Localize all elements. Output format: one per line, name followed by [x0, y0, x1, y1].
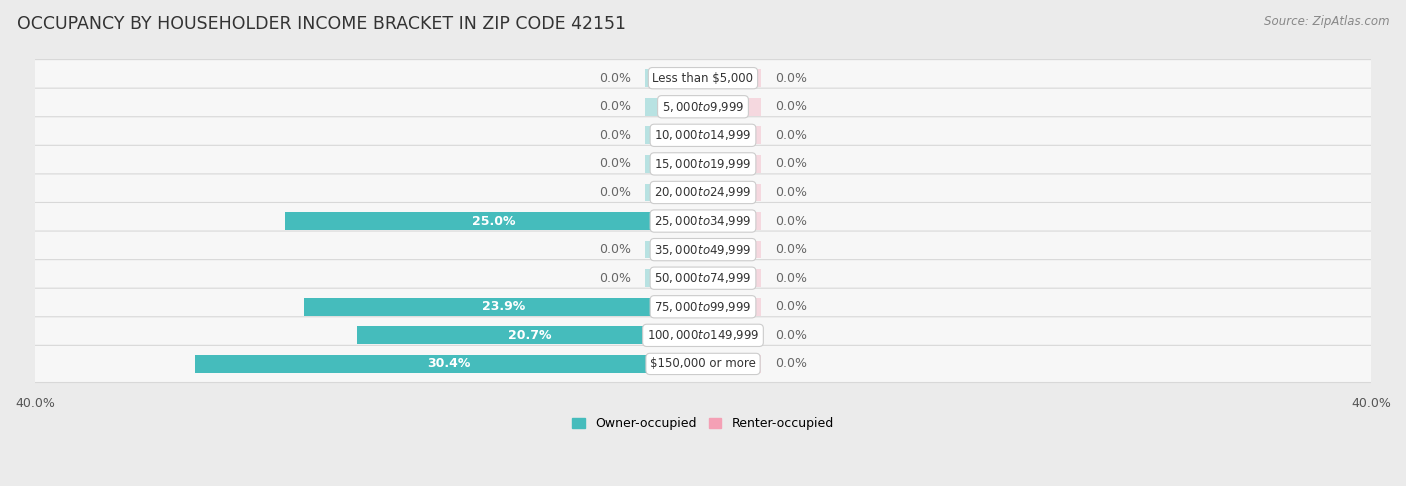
Bar [703, 298, 762, 315]
Text: 0.0%: 0.0% [775, 243, 807, 256]
Text: 25.0%: 25.0% [472, 214, 516, 227]
Bar [644, 155, 703, 173]
Text: 0.0%: 0.0% [599, 71, 631, 85]
Bar [285, 212, 703, 230]
Bar [357, 327, 703, 344]
Bar [703, 155, 762, 173]
Bar [304, 298, 703, 315]
FancyBboxPatch shape [21, 346, 1385, 382]
Bar [703, 126, 762, 144]
Legend: Owner-occupied, Renter-occupied: Owner-occupied, Renter-occupied [568, 413, 838, 435]
Text: 0.0%: 0.0% [775, 300, 807, 313]
Bar [644, 98, 703, 116]
Text: Less than $5,000: Less than $5,000 [652, 71, 754, 85]
Text: 0.0%: 0.0% [775, 272, 807, 285]
Text: Source: ZipAtlas.com: Source: ZipAtlas.com [1264, 15, 1389, 28]
Text: $35,000 to $49,999: $35,000 to $49,999 [654, 243, 752, 257]
Bar [703, 269, 762, 287]
Bar [703, 184, 762, 201]
Text: $15,000 to $19,999: $15,000 to $19,999 [654, 157, 752, 171]
Bar [644, 69, 703, 87]
Text: $25,000 to $34,999: $25,000 to $34,999 [654, 214, 752, 228]
Bar [195, 355, 703, 373]
FancyBboxPatch shape [21, 60, 1385, 97]
Text: 0.0%: 0.0% [775, 357, 807, 370]
Text: $100,000 to $149,999: $100,000 to $149,999 [647, 329, 759, 342]
FancyBboxPatch shape [21, 260, 1385, 297]
Text: 20.7%: 20.7% [509, 329, 553, 342]
Text: $150,000 or more: $150,000 or more [650, 357, 756, 370]
Bar [644, 126, 703, 144]
Bar [644, 184, 703, 201]
Text: $10,000 to $14,999: $10,000 to $14,999 [654, 128, 752, 142]
FancyBboxPatch shape [21, 145, 1385, 182]
Text: 23.9%: 23.9% [482, 300, 524, 313]
Text: $20,000 to $24,999: $20,000 to $24,999 [654, 186, 752, 199]
FancyBboxPatch shape [21, 317, 1385, 354]
Text: 0.0%: 0.0% [775, 214, 807, 227]
Text: 0.0%: 0.0% [775, 71, 807, 85]
Text: 0.0%: 0.0% [599, 272, 631, 285]
FancyBboxPatch shape [21, 231, 1385, 268]
Bar [644, 241, 703, 259]
Text: 0.0%: 0.0% [599, 100, 631, 113]
Text: 0.0%: 0.0% [599, 186, 631, 199]
Text: $50,000 to $74,999: $50,000 to $74,999 [654, 271, 752, 285]
Text: 30.4%: 30.4% [427, 357, 471, 370]
Bar [703, 98, 762, 116]
FancyBboxPatch shape [21, 117, 1385, 154]
FancyBboxPatch shape [21, 174, 1385, 211]
Text: $5,000 to $9,999: $5,000 to $9,999 [662, 100, 744, 114]
Text: 0.0%: 0.0% [775, 157, 807, 171]
Text: 0.0%: 0.0% [775, 329, 807, 342]
FancyBboxPatch shape [21, 88, 1385, 125]
Bar [703, 327, 762, 344]
Bar [703, 69, 762, 87]
Bar [703, 355, 762, 373]
Text: OCCUPANCY BY HOUSEHOLDER INCOME BRACKET IN ZIP CODE 42151: OCCUPANCY BY HOUSEHOLDER INCOME BRACKET … [17, 15, 626, 33]
Text: 0.0%: 0.0% [775, 100, 807, 113]
Bar [703, 212, 762, 230]
Text: 0.0%: 0.0% [599, 243, 631, 256]
Text: 0.0%: 0.0% [599, 129, 631, 142]
FancyBboxPatch shape [21, 203, 1385, 240]
Text: 0.0%: 0.0% [599, 157, 631, 171]
Bar [644, 269, 703, 287]
Text: 0.0%: 0.0% [775, 186, 807, 199]
Text: 0.0%: 0.0% [775, 129, 807, 142]
FancyBboxPatch shape [21, 288, 1385, 325]
Text: $75,000 to $99,999: $75,000 to $99,999 [654, 300, 752, 314]
Bar [703, 241, 762, 259]
